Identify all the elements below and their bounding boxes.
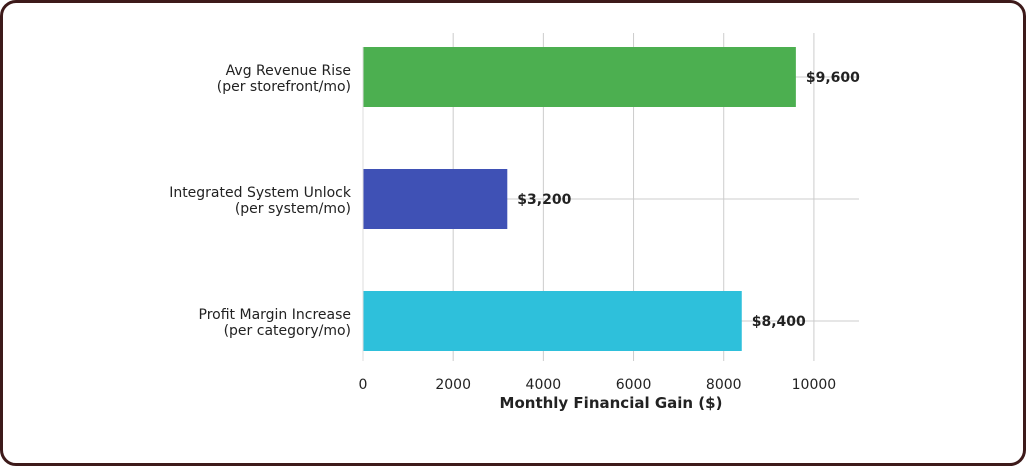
category-label-line: Integrated System Unlock (169, 185, 352, 201)
x-tick-label: 6000 (616, 377, 652, 393)
category-label-line: Profit Margin Increase (199, 307, 351, 323)
bar-value-label: $8,400 (752, 314, 806, 330)
axes: Avg Revenue Rise (per storefront/mo) Integ… (169, 47, 836, 393)
category-label-line: (per category/mo) (224, 323, 351, 339)
x-tick-label: 8000 (706, 377, 742, 393)
category-label-line: (per system/mo) (235, 201, 351, 217)
bar (363, 291, 742, 351)
x-tick-label: 4000 (526, 377, 562, 393)
category-label-line: (per storefront/mo) (217, 79, 351, 95)
bar-value-label: $9,600 (806, 70, 860, 86)
bar (363, 47, 796, 107)
category-label: Integrated System Unlock (per system/mo) (169, 185, 352, 217)
x-tick-label: 2000 (435, 377, 471, 393)
x-axis-title: Monthly Financial Gain ($) (500, 394, 723, 412)
x-tick-label: 0 (359, 377, 368, 393)
category-label: Avg Revenue Rise (per storefront/mo) (217, 63, 351, 95)
bar (363, 169, 508, 229)
bar-value-label: $3,200 (517, 192, 571, 208)
x-tick-label: 10000 (792, 377, 837, 393)
category-label-line: Avg Revenue Rise (226, 63, 351, 79)
bars: $9,600 $3,200 $8,400 (363, 47, 860, 351)
bar-chart: $9,600$3,200$8,400 Avg Revenue Rise (per … (169, 33, 860, 412)
category-label: Profit Margin Increase (per category/mo) (199, 307, 351, 339)
